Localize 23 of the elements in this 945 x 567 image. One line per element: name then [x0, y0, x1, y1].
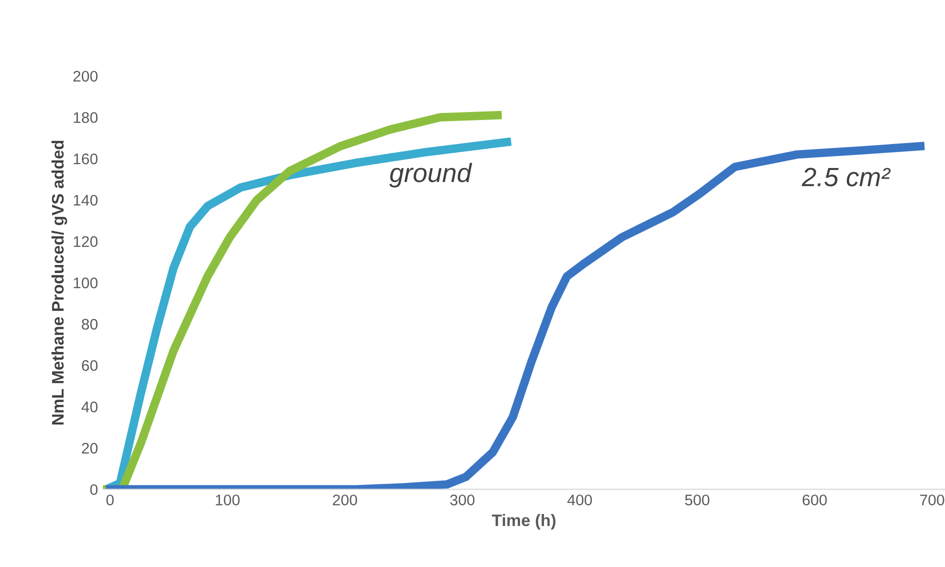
- x-tick-label: 600: [802, 494, 827, 506]
- y-tick-label: 200: [73, 70, 98, 82]
- y-tick-label: 0: [90, 484, 98, 496]
- y-tick-label: 140: [74, 194, 98, 206]
- x-tick-label: 400: [567, 494, 592, 506]
- y-axis-title: NmL Methane Produced/ gVS added: [51, 140, 68, 424]
- x-tick-label: 100: [216, 494, 240, 506]
- x-tick-label: 700: [920, 494, 944, 506]
- y-tick-label: 20: [82, 442, 98, 454]
- y-tick-label: 160: [74, 154, 98, 164]
- y-tick-label: 40: [82, 402, 98, 412]
- annotation: ground: [389, 162, 472, 188]
- y-tick-label: 80: [82, 318, 98, 330]
- annotation: 2.5 cm²: [802, 168, 891, 186]
- x-tick-label: 500: [685, 494, 710, 506]
- y-tick-label: 180: [74, 112, 98, 123]
- y-tick-label: 120: [74, 236, 98, 247]
- x-axis-title: Time (h): [492, 514, 556, 530]
- x-tick-label: 0: [106, 494, 114, 506]
- y-tick-label: 60: [82, 360, 98, 372]
- y-tick-label: 100: [74, 278, 98, 288]
- x-tick-label: 200: [332, 494, 358, 506]
- x-tick-label: 300: [450, 494, 474, 506]
